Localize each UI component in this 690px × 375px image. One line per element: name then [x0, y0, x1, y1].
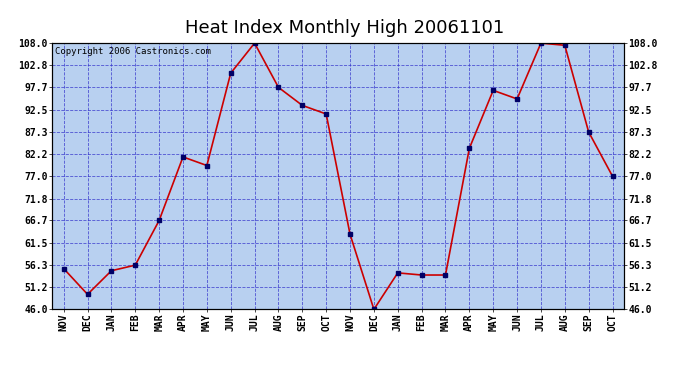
Text: Copyright 2006 Castronics.com: Copyright 2006 Castronics.com	[55, 47, 210, 56]
Text: Heat Index Monthly High 20061101: Heat Index Monthly High 20061101	[186, 19, 504, 37]
